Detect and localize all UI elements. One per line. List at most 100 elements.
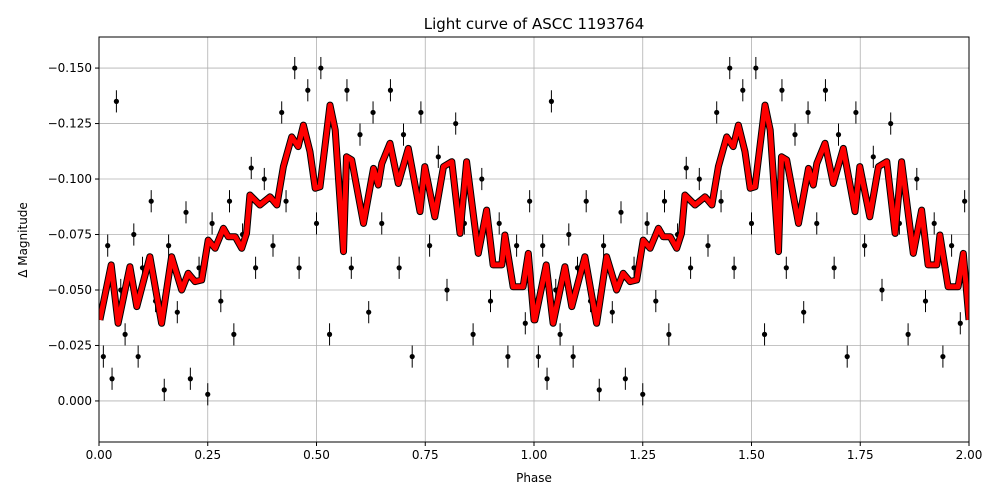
data-point	[292, 65, 298, 71]
data-point	[226, 198, 233, 204]
data-point	[218, 298, 224, 304]
data-point	[248, 165, 254, 171]
data-point	[122, 331, 128, 337]
data-point	[544, 376, 550, 382]
y-tick-label: −0.075	[48, 228, 92, 242]
data-point	[305, 87, 311, 93]
data-point	[888, 120, 894, 127]
data-point	[187, 376, 193, 382]
data-point	[100, 353, 106, 360]
data-point	[822, 87, 829, 93]
data-point	[683, 165, 689, 171]
data-point	[870, 154, 876, 160]
data-point	[109, 376, 115, 382]
data-point	[357, 132, 363, 138]
data-point	[557, 331, 563, 337]
data-point	[783, 265, 789, 271]
data-point	[318, 65, 324, 71]
data-point	[409, 353, 415, 360]
data-point	[922, 298, 929, 304]
data-point	[548, 98, 555, 104]
data-point	[661, 198, 668, 204]
data-point	[731, 265, 737, 271]
data-point	[296, 265, 302, 271]
data-point	[496, 220, 502, 227]
data-point	[161, 387, 167, 393]
data-point	[135, 353, 141, 360]
data-point	[435, 154, 441, 160]
data-point	[366, 309, 372, 315]
data-point	[622, 376, 628, 382]
data-point	[644, 220, 650, 227]
data-point	[618, 209, 624, 215]
data-point	[540, 243, 546, 249]
data-point	[326, 331, 333, 337]
data-point	[666, 331, 672, 337]
y-tick-label: −0.125	[48, 117, 92, 131]
data-point	[313, 220, 320, 227]
data-point	[279, 109, 285, 116]
data-point	[931, 220, 937, 227]
data-point	[696, 176, 702, 182]
data-point	[379, 220, 385, 227]
data-point	[957, 320, 963, 326]
x-tick-label: 0.00	[86, 448, 113, 462]
data-point	[792, 132, 798, 138]
data-point	[418, 109, 424, 116]
data-point	[940, 353, 946, 360]
y-tick-label: −0.025	[48, 338, 92, 352]
y-axis-label: Δ Magnitude	[16, 202, 30, 278]
x-tick-label: 0.50	[303, 448, 330, 462]
data-point	[914, 176, 920, 182]
data-point	[505, 353, 511, 360]
x-tick-label: 1.00	[521, 448, 548, 462]
data-point	[470, 331, 476, 337]
chart-title: Light curve of ASCC 1193764	[424, 15, 645, 33]
y-tick-label: −0.150	[48, 61, 92, 75]
data-point	[714, 109, 720, 116]
model-curve-line	[99, 102, 969, 326]
data-point	[370, 109, 376, 116]
y-axis-ticks: −0.150 −0.125 −0.100 −0.075 −0.050 −0.025 0.00…	[48, 61, 99, 408]
data-point	[753, 65, 759, 71]
data-point	[801, 309, 807, 315]
data-point	[805, 109, 811, 116]
data-point	[727, 65, 733, 71]
data-point	[566, 231, 572, 238]
data-point	[444, 287, 450, 293]
data-point	[718, 198, 724, 204]
data-point	[862, 243, 868, 249]
data-point	[527, 198, 533, 204]
data-point	[596, 387, 602, 393]
data-point	[283, 198, 289, 204]
data-point	[522, 320, 528, 326]
data-point	[640, 391, 646, 397]
y-tick-label: −0.050	[48, 283, 92, 297]
data-point	[453, 120, 459, 127]
data-point	[105, 243, 111, 249]
data-point	[174, 309, 180, 315]
x-tick-label: 1.25	[629, 448, 656, 462]
data-point	[831, 265, 837, 271]
model-curve	[99, 101, 969, 327]
x-tick-label: 1.75	[847, 448, 874, 462]
data-point	[653, 298, 659, 304]
data-point	[844, 353, 850, 360]
data-points	[100, 56, 968, 406]
y-tick-label: 0.000	[58, 394, 92, 408]
x-axis-ticks: 0.00 0.25 0.50 0.75 1.00 1.25 1.50 1.75 2.00	[86, 442, 982, 462]
y-tick-label: −0.100	[48, 172, 92, 186]
data-point	[261, 176, 267, 182]
data-point	[270, 243, 276, 249]
data-point	[253, 265, 259, 271]
data-point	[209, 220, 215, 227]
data-point	[962, 198, 968, 204]
data-point	[853, 109, 859, 116]
data-point	[570, 353, 576, 360]
data-point	[514, 243, 520, 249]
data-point	[166, 243, 172, 249]
data-point	[396, 265, 402, 271]
data-point	[231, 331, 237, 337]
data-point	[609, 309, 615, 315]
